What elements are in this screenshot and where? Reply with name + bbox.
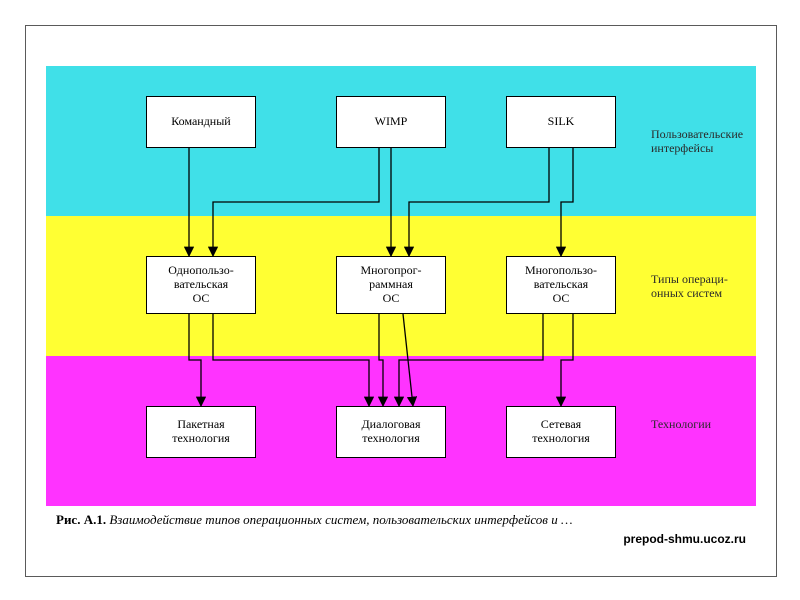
band-os-label: Типы операци-онных систем [651,272,761,301]
node-n_dialog: Диалоговаятехнология [336,406,446,458]
node-n_multi: Многопрог-раммнаяОС [336,256,446,314]
node-n_single: Однопользо-вательскаяОС [146,256,256,314]
band-ui-label: Пользовательские интерфейсы [651,127,761,156]
node-n_cmd: Командный [146,96,256,148]
figure-caption: Рис. А.1. Взаимодействие типов операцион… [56,512,573,528]
node-n_muser: Многопользо-вательскаяОС [506,256,616,314]
node-n_batch: Пакетнаятехнология [146,406,256,458]
node-n_silk: SILK [506,96,616,148]
watermark: prepod-shmu.ucoz.ru [623,532,746,546]
node-n_net: Сетеваятехнология [506,406,616,458]
caption-prefix: Рис. А.1. [56,512,106,527]
band-tech-label: Технологии [651,417,761,431]
image-frame: Пользовательские интерфейсы Типы операци-… [25,25,777,577]
diagram-canvas: Пользовательские интерфейсыТипы операци-… [46,66,756,506]
node-n_wimp: WIMP [336,96,446,148]
caption-text: Взаимодействие типов операционных систем… [109,512,572,527]
